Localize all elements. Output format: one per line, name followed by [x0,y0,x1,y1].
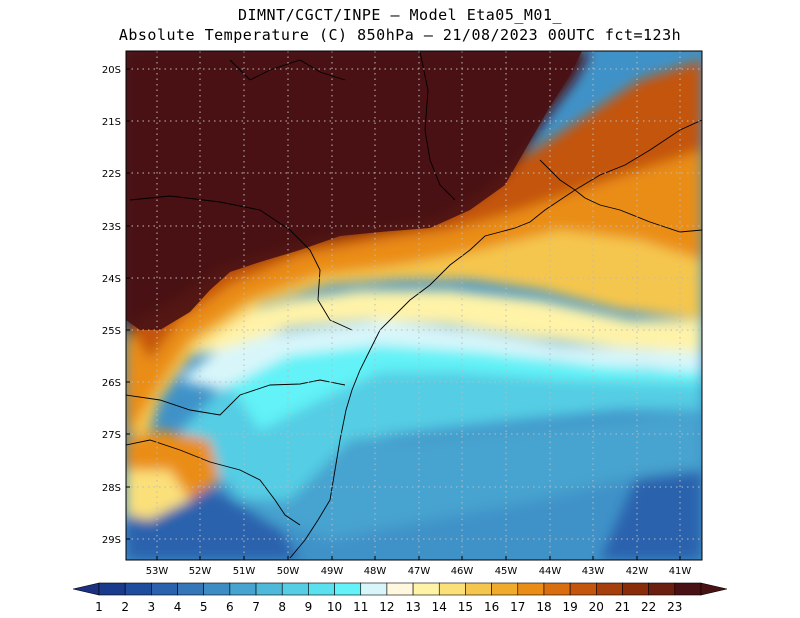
colorbar-swatch [674,582,702,596]
lon-label: 46W [451,566,474,577]
colorbar-label: 1 [95,600,103,614]
colorbar-low-arrow [72,582,100,596]
lon-label: 42W [626,566,649,577]
lat-label: 22S [102,169,121,180]
colorbar-swatch [412,582,440,596]
lat-label: 21S [102,117,121,128]
lat-label: 26S [102,378,121,389]
colorbar-swatch [622,582,649,596]
lon-label: 48W [364,566,387,577]
colorbar-label: 5 [200,600,208,614]
lat-label: 28S [102,483,121,494]
lon-label: 49W [321,566,344,577]
lon-label: 50W [277,566,300,577]
colorbar-swatch [386,582,414,596]
lon-label: 44W [539,566,562,577]
title-line-1: DIMNT/CGCT/INPE – Model Eta05_M01_ [237,6,563,24]
colorbar-swatch [543,582,571,596]
colorbar-label: 13 [405,600,420,614]
lon-label: 53W [146,566,169,577]
lat-label: 23S [102,222,121,233]
colorbar: 1 2 3 4 5 6 7 8 9 10 11 12 13 14 15 16 17 18 19 20 21 22 23 [72,582,728,614]
colorbar-label: 6 [226,600,234,614]
lon-label: 47W [408,566,431,577]
colorbar-swatch [438,582,466,596]
lon-label: 41W [669,566,692,577]
colorbar-swatch [517,582,545,596]
colorbar-label: 8 [278,600,286,614]
colorbar-label: 2 [121,600,129,614]
colorbar-swatch [281,582,309,596]
lat-label: 25S [102,326,121,337]
lon-label: 45W [495,566,518,577]
lon-label: 43W [582,566,605,577]
map-frame [125,50,703,561]
colorbar-label: 23 [667,600,682,614]
colorbar-swatch [569,582,597,596]
colorbar-swatch [255,582,283,596]
colorbar-label: 21 [615,600,630,614]
longitude-labels: 53W 52W 51W 50W 49W 48W 47W 46W 45W 44W … [146,566,692,577]
colorbar-label: 10 [327,600,342,614]
lat-label: 29S [102,535,121,546]
colorbar-label: 16 [484,600,499,614]
colorbar-label: 22 [641,600,656,614]
colorbar-swatch [465,582,492,596]
colorbar-label: 19 [562,600,577,614]
latitude-labels: 20S 21S 22S 23S 24S 25S 26S 27S 28S 29S [102,65,121,546]
graticule [126,51,702,560]
lat-label: 24S [102,274,121,285]
title-line-2: Absolute Temperature (C) 850hPa – 21/08/… [118,26,682,44]
colorbar-label: 3 [148,600,156,614]
colorbar-label: 15 [458,600,473,614]
axis-ticks [126,68,681,560]
colorbar-label: 4 [174,600,182,614]
colorbar-label: 7 [252,600,260,614]
colorbar-swatch [648,582,676,596]
lat-label: 27S [102,430,121,441]
colorbar-swatch [151,582,178,596]
colorbar-label: 17 [510,600,525,614]
colorbar-swatch [308,582,335,596]
colorbar-swatch [177,582,204,596]
lon-label: 52W [189,566,212,577]
colorbar-swatch [229,582,257,596]
lat-label: 20S [102,65,121,76]
colorbar-label: 11 [353,600,368,614]
colorbar-swatch [360,582,388,596]
colorbar-label: 14 [432,600,447,614]
colorbar-high-arrow [700,582,728,596]
colorbar-swatch [124,582,152,596]
colorbar-label: 9 [305,600,313,614]
lon-label: 51W [233,566,256,577]
colorbar-label: 18 [536,600,551,614]
temperature-field [126,51,702,560]
colorbar-swatch [491,582,519,596]
colorbar-swatch [596,582,623,596]
colorbar-swatch [98,582,126,596]
colorbar-swatch [334,582,362,596]
colorbar-label: 20 [589,600,604,614]
coastline-borders [126,51,702,559]
colorbar-label: 12 [379,600,394,614]
colorbar-swatch [203,582,231,596]
